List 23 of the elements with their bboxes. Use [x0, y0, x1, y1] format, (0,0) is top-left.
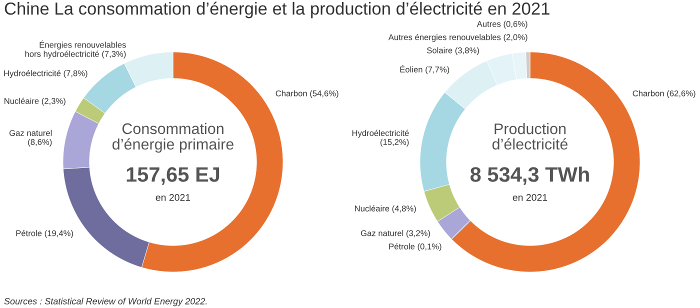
slice-label: Énergies renouvelables hors hydroélectricité (7,3%) — [25, 40, 126, 59]
slice-label: Autres (0,6%) — [476, 20, 528, 29]
text: 8 534,3 TWh — [470, 166, 589, 185]
text: 157,65 EJ — [126, 167, 220, 185]
slice-label: Autres énergies renouvelables (2,0%) — [388, 34, 528, 42]
text: Consommation d’énergie primaire — [112, 122, 234, 153]
text: Production d’électricité — [492, 123, 568, 150]
slice-label: Gaz naturel (3,2%) — [360, 230, 430, 238]
slice-label: Charbon (62,6%) — [632, 90, 696, 98]
slice-label: Nucléaire (2,3%) — [4, 98, 66, 106]
text: en 2021 — [156, 194, 190, 201]
text: en 2021 — [512, 194, 548, 201]
slice-label: Hydroélectricité (15,2%) — [352, 130, 409, 147]
slice-label: Pétrole (19,4%) — [16, 230, 73, 238]
slice-label: Gaz naturel (8,6%) — [10, 130, 52, 147]
slice-label: Pétrole (0,1%) — [389, 243, 442, 252]
chart-title: Chine La consommation d’énergie et la production d’électricité en 2021 — [4, 2, 550, 18]
source-note: Sources : Statistical Review of World Energy 2022. — [4, 298, 207, 306]
slice-label: Solaire (3,8%) — [427, 47, 479, 55]
slice-label: Charbon (54,6%) — [276, 90, 338, 98]
slice-label: Éolien (7,7%) — [400, 65, 450, 74]
slice-label: Nucléaire (4,8%) — [355, 205, 416, 214]
slice-label: Hydroélectricité (7,8%) — [4, 70, 88, 78]
